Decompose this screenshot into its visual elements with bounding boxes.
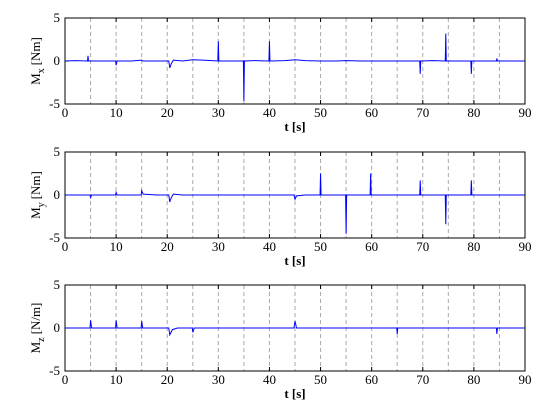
x-tick-label: 90 (519, 239, 532, 254)
x-tick-label: 10 (110, 372, 123, 387)
x-tick-label: 10 (110, 105, 123, 120)
x-tick-label: 80 (467, 372, 480, 387)
x-tick-label: 80 (467, 105, 480, 120)
x-tick-label: 70 (416, 239, 429, 254)
x-axis-label: t [s] (284, 386, 305, 401)
y-axis-label-sub: z (36, 337, 47, 342)
x-tick-label: 20 (161, 372, 174, 387)
x-tick-label: 90 (519, 105, 532, 120)
x-tick-label: 20 (161, 239, 174, 254)
axes-box (64, 151, 526, 239)
y-tick-label: 0 (54, 53, 61, 68)
signal-line (65, 173, 525, 234)
y-axis-label-main: M (28, 73, 43, 85)
x-tick-label: 0 (62, 239, 69, 254)
x-tick-label: 60 (365, 239, 378, 254)
signal-line (64, 33, 525, 102)
y-tick-label: 5 (54, 10, 61, 25)
x-tick-label: 40 (263, 105, 276, 120)
y-tick-label: -5 (49, 96, 60, 111)
y-axis-label: Mz [N/m] (28, 303, 47, 354)
x-tick-label: 70 (416, 372, 429, 387)
x-tick-label: 30 (212, 239, 225, 254)
y-tick-label: 5 (54, 144, 61, 159)
y-axis-label-main: M (28, 207, 43, 219)
x-tick-label: 30 (212, 105, 225, 120)
x-tick-label: 60 (365, 105, 378, 120)
x-tick-label: 90 (519, 372, 532, 387)
x-tick-label: 20 (161, 105, 174, 120)
x-tick-label: 50 (314, 239, 327, 254)
y-tick-label: -5 (49, 363, 60, 378)
x-tick-label: 60 (365, 372, 378, 387)
x-tick-label: 50 (314, 372, 327, 387)
x-tick-label: 70 (416, 105, 429, 120)
axes-box (64, 17, 526, 105)
y-tick-label: 0 (54, 320, 61, 335)
x-tick-label: 30 (212, 372, 225, 387)
x-tick-label: 40 (263, 239, 276, 254)
x-tick-label: 80 (467, 239, 480, 254)
axes-box (64, 284, 526, 372)
x-axis-label: t [s] (284, 253, 305, 268)
y-tick-label: 0 (54, 187, 61, 202)
y-axis-label-unit: [N/m] (28, 303, 43, 335)
x-axis-label: t [s] (284, 119, 305, 134)
y-axis-label: Mx [Nm] (28, 37, 47, 85)
x-tick-label: 50 (314, 105, 327, 120)
x-tick-label: 0 (62, 372, 69, 387)
y-axis-label-unit: [Nm] (28, 171, 43, 199)
y-axis-label: My [Nm] (28, 171, 47, 219)
y-axis-label-sub: x (36, 68, 47, 73)
signal-line (65, 320, 525, 337)
y-axis-label-sub: y (36, 202, 47, 207)
y-tick-label: 5 (54, 277, 61, 292)
x-tick-label: 40 (263, 372, 276, 387)
y-axis-label-unit: [Nm] (28, 37, 43, 65)
y-axis-label-main: M (28, 341, 43, 353)
x-tick-label: 0 (62, 105, 69, 120)
x-tick-label: 10 (110, 239, 123, 254)
y-tick-label: -5 (49, 230, 60, 245)
